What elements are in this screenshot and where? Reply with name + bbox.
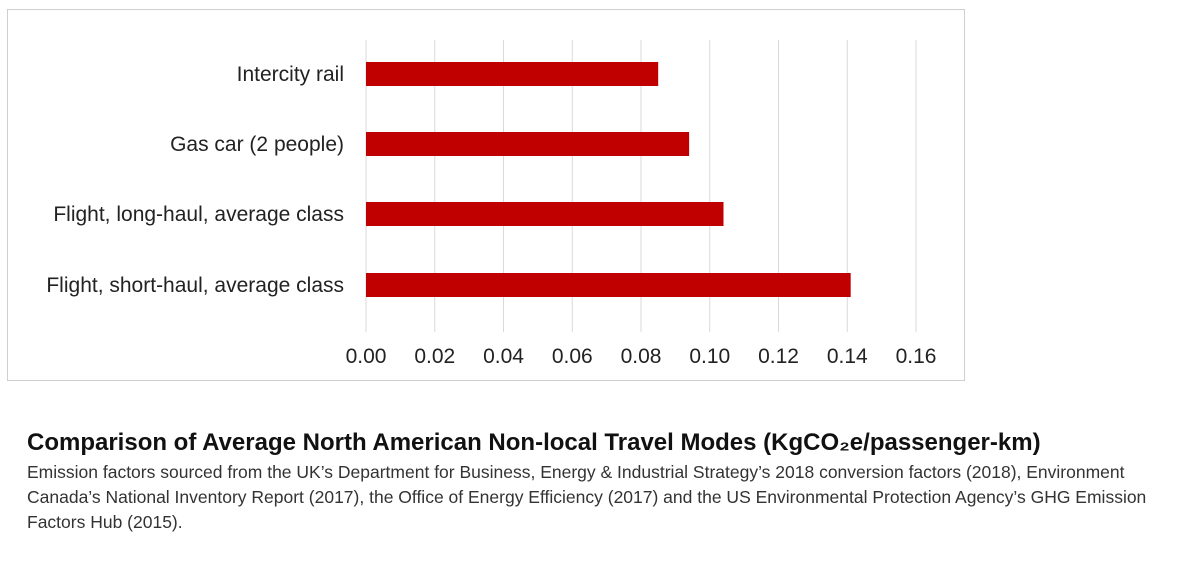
category-label: Flight, short-haul, average class (46, 274, 344, 297)
x-tick-label: 0.16 (896, 345, 937, 368)
x-tick-label: 0.02 (414, 345, 455, 368)
bar (366, 273, 851, 297)
x-tick-label: 0.14 (827, 345, 868, 368)
x-tick-label: 0.00 (346, 345, 387, 368)
caption-title: Comparison of Average North American Non… (27, 429, 1041, 456)
bar (366, 62, 659, 86)
x-tick-label: 0.10 (689, 345, 730, 368)
x-tick-label: 0.04 (483, 345, 524, 368)
category-label: Intercity rail (237, 63, 344, 86)
bar (366, 202, 724, 226)
caption: Comparison of Average North American Non… (27, 428, 1192, 535)
bars (366, 62, 851, 297)
x-tick-label: 0.06 (552, 345, 593, 368)
caption-body: Emission factors sourced from the UK’s D… (27, 462, 1147, 532)
bar (366, 132, 690, 156)
bar-chart: Intercity rail Gas car (2 people) Flight, … (46, 40, 937, 368)
x-tick-label: 0.12 (758, 345, 799, 368)
category-label: Flight, long-haul, average class (53, 203, 344, 226)
x-tick-label: 0.08 (621, 345, 662, 368)
grid-lines (365, 40, 917, 332)
x-tick-labels: 0.00 0.02 0.04 0.06 0.08 0.10 0.12 0.14 0.16 (346, 345, 937, 368)
chart-frame: Intercity rail Gas car (2 people) Flight, … (7, 9, 965, 381)
category-label: Gas car (2 people) (170, 133, 344, 156)
category-labels: Intercity rail Gas car (2 people) Flight, … (46, 63, 344, 297)
